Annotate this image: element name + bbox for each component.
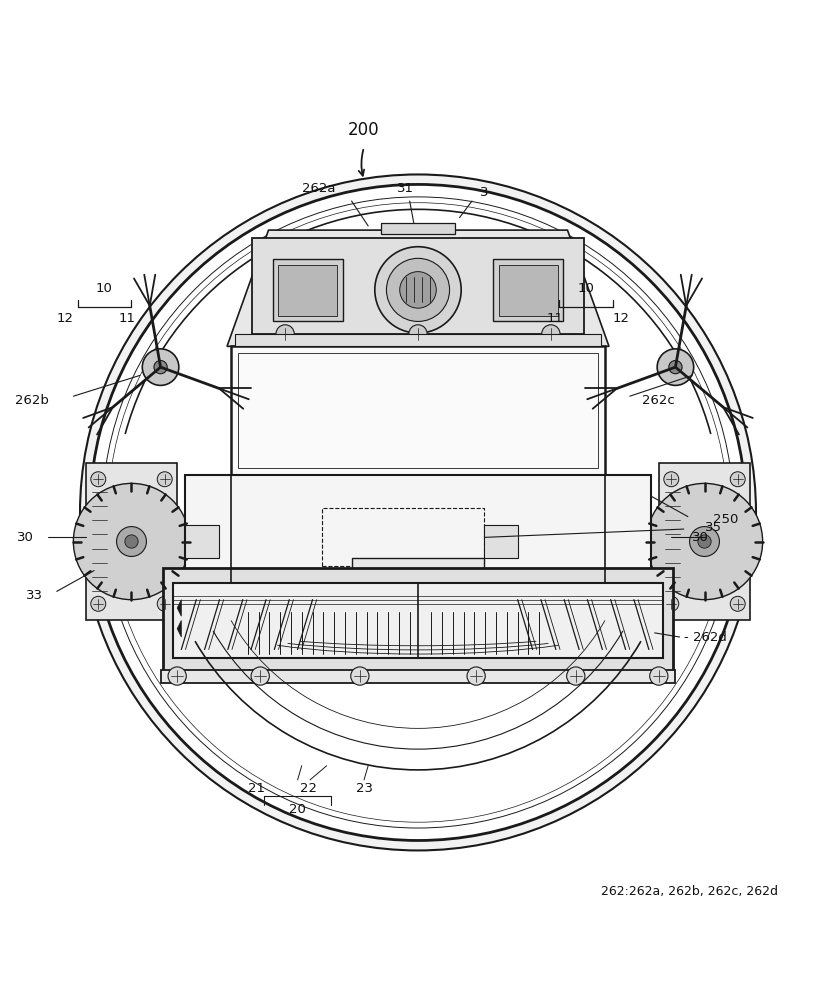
- Circle shape: [351, 667, 369, 685]
- Text: 10: 10: [95, 282, 113, 295]
- Bar: [278, 265, 338, 316]
- Bar: [273, 259, 344, 321]
- Text: 250: 250: [713, 513, 738, 526]
- Circle shape: [664, 472, 679, 487]
- Text: 35: 35: [705, 521, 721, 534]
- Polygon shape: [177, 600, 181, 616]
- Text: 12: 12: [613, 312, 630, 325]
- Circle shape: [731, 596, 745, 611]
- Text: 31: 31: [397, 182, 414, 195]
- Text: 30: 30: [18, 531, 34, 544]
- Bar: [161, 670, 675, 683]
- Circle shape: [157, 596, 172, 611]
- Circle shape: [698, 535, 711, 548]
- Text: 21: 21: [247, 782, 264, 795]
- Circle shape: [91, 472, 105, 487]
- Bar: [323, 508, 484, 566]
- Circle shape: [664, 596, 679, 611]
- Circle shape: [731, 472, 745, 487]
- Circle shape: [251, 667, 269, 685]
- Circle shape: [542, 325, 560, 343]
- Text: 23: 23: [355, 782, 373, 795]
- Polygon shape: [177, 620, 181, 637]
- Bar: [86, 463, 177, 620]
- Circle shape: [116, 527, 146, 556]
- Circle shape: [375, 247, 461, 333]
- Circle shape: [90, 184, 746, 840]
- Circle shape: [409, 325, 427, 343]
- Text: 262b: 262b: [14, 394, 48, 407]
- Circle shape: [650, 667, 668, 685]
- Bar: [380, 223, 456, 234]
- Bar: [173, 583, 663, 658]
- Circle shape: [168, 667, 186, 685]
- Bar: [186, 475, 650, 583]
- Bar: [231, 346, 605, 475]
- Text: 3: 3: [480, 186, 489, 199]
- Circle shape: [74, 483, 190, 600]
- Bar: [237, 353, 599, 468]
- Circle shape: [646, 483, 762, 600]
- Circle shape: [690, 527, 720, 556]
- Text: 12: 12: [57, 312, 74, 325]
- Text: 10: 10: [578, 282, 594, 295]
- Circle shape: [276, 325, 294, 343]
- Text: - 262d: - 262d: [684, 631, 726, 644]
- Circle shape: [157, 472, 172, 487]
- Circle shape: [669, 360, 682, 374]
- Circle shape: [154, 360, 167, 374]
- Polygon shape: [227, 230, 609, 346]
- Bar: [235, 334, 601, 346]
- Circle shape: [467, 667, 485, 685]
- Text: 262:262a, 262b, 262c, 262d: 262:262a, 262b, 262c, 262d: [601, 885, 777, 898]
- Bar: [498, 265, 558, 316]
- Bar: [252, 238, 584, 334]
- Circle shape: [657, 349, 694, 385]
- Circle shape: [125, 535, 138, 548]
- Circle shape: [567, 667, 585, 685]
- Bar: [163, 568, 673, 673]
- Bar: [186, 525, 219, 558]
- Circle shape: [400, 272, 436, 308]
- Bar: [659, 463, 750, 620]
- Bar: [492, 259, 563, 321]
- Bar: [352, 558, 484, 583]
- Text: 262c: 262c: [642, 394, 675, 407]
- Text: 11: 11: [119, 312, 135, 325]
- Text: 200: 200: [349, 121, 380, 139]
- Text: 22: 22: [300, 782, 317, 795]
- Text: 30: 30: [692, 531, 709, 544]
- Bar: [484, 525, 517, 558]
- Text: 11: 11: [547, 312, 563, 325]
- Text: 33: 33: [26, 589, 43, 602]
- Circle shape: [91, 596, 105, 611]
- Circle shape: [80, 174, 756, 850]
- Text: 262a: 262a: [302, 182, 335, 195]
- Text: 20: 20: [289, 803, 306, 816]
- Circle shape: [386, 258, 450, 321]
- Circle shape: [142, 349, 179, 385]
